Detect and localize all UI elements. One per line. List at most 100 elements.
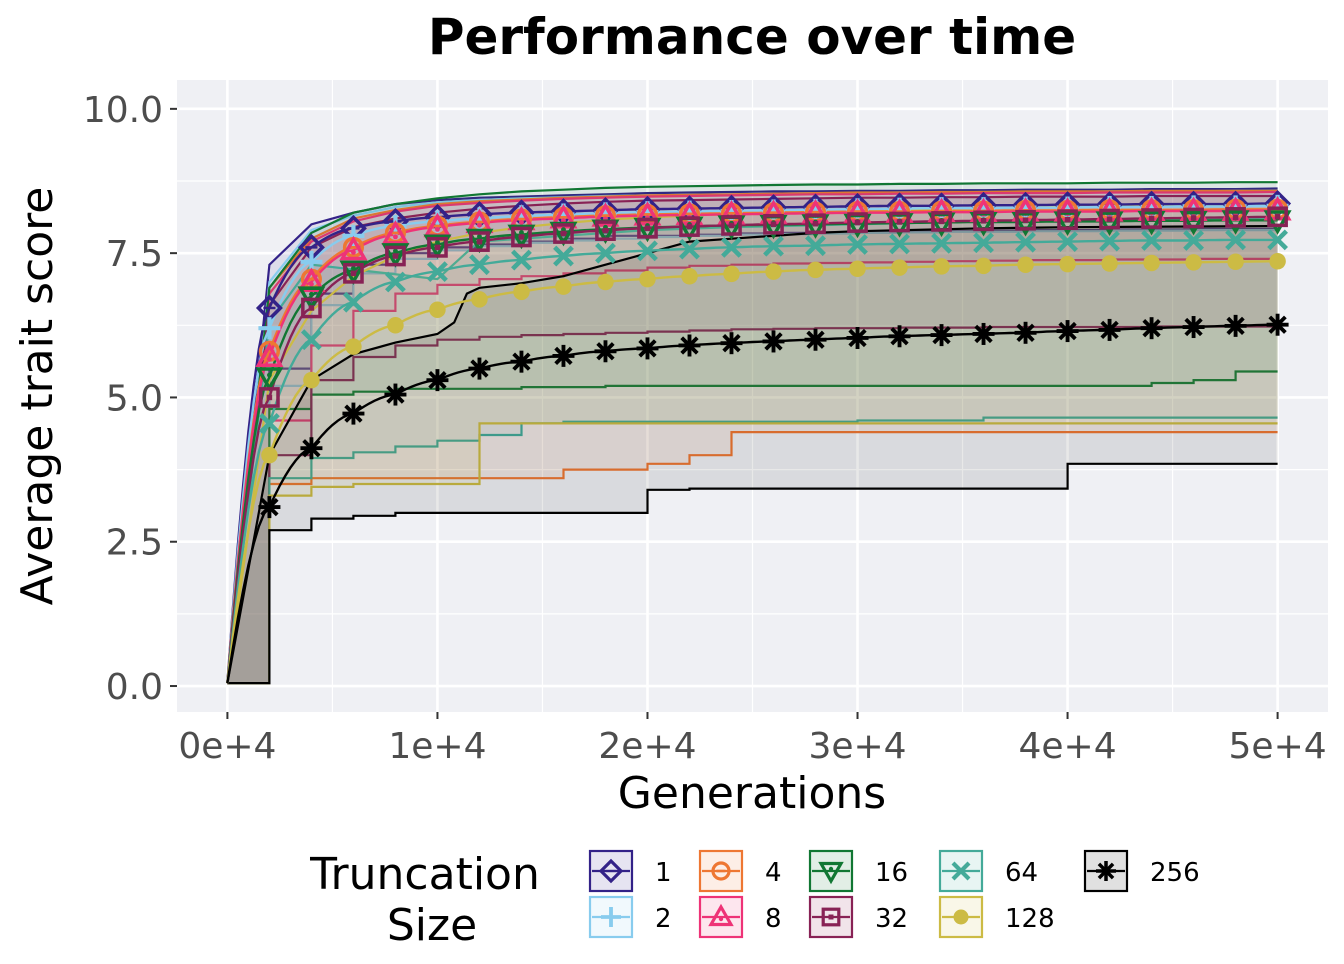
legend-label: 32	[875, 904, 908, 934]
data-point-64	[553, 245, 574, 267]
grid-minor	[177, 80, 1328, 712]
data-point-32	[847, 212, 868, 233]
data-point-256	[552, 344, 575, 367]
legend-item-4: 4	[698, 849, 782, 893]
y-tick-label: 7.5	[106, 234, 163, 275]
legend-key-marker	[1096, 861, 1116, 881]
data-point-8	[297, 267, 326, 293]
data-point-128	[1185, 254, 1202, 271]
data-point-128	[849, 260, 866, 277]
x-tick-label: 3e+4	[808, 726, 906, 767]
data-point-64	[511, 249, 532, 271]
data-point-8	[339, 235, 368, 261]
legend-key-marker	[953, 909, 969, 925]
data-point-128	[1269, 252, 1286, 270]
legend-label: 16	[875, 858, 908, 888]
data-point-256	[1224, 314, 1247, 337]
data-point-256	[888, 325, 911, 348]
legend-label: 8	[765, 904, 782, 934]
x-tick-label: 0e+4	[178, 726, 276, 767]
data-point-64	[931, 232, 952, 254]
data-point-32	[511, 226, 532, 248]
data-point-16	[465, 228, 494, 254]
data-point-128	[1017, 256, 1034, 273]
data-point-32	[553, 223, 574, 244]
legend-key-marker	[708, 903, 734, 927]
legend-keys: 1 2 4 8 16 32 64 128 256	[588, 849, 1200, 939]
data-point-32	[469, 231, 490, 252]
data-point-2	[258, 317, 281, 340]
data-point-64	[595, 242, 616, 264]
data-point-128	[1059, 255, 1076, 273]
data-point-64	[469, 254, 490, 276]
legend-item-2: 2	[588, 895, 672, 939]
data-point-16	[339, 260, 368, 286]
legend-title-line-2: Size	[387, 900, 477, 951]
data-point-256	[384, 383, 407, 406]
data-point-64	[1183, 230, 1204, 251]
legend-key-marker	[711, 861, 731, 881]
confidence-bands	[226, 181, 1278, 685]
data-point-64	[1267, 229, 1289, 251]
data-point-32	[679, 216, 700, 237]
data-point-64	[301, 329, 322, 351]
data-point-64	[258, 412, 280, 434]
data-point-32	[1057, 209, 1078, 231]
band-lower-4	[227, 431, 1278, 685]
data-point-64	[1099, 230, 1120, 252]
data-point-128	[639, 270, 656, 288]
data-point-64	[1225, 229, 1247, 251]
data-point-32	[301, 297, 322, 319]
legend-key-marker	[598, 858, 624, 884]
legend-label: 4	[765, 858, 782, 888]
data-point-64	[1015, 231, 1036, 253]
data-point-8	[381, 220, 410, 245]
legend-key-marker	[951, 861, 971, 881]
data-point-128	[933, 258, 950, 275]
data-point-64	[763, 235, 784, 257]
legend-key-marker	[601, 907, 621, 927]
x-tick-label: 1e+4	[388, 726, 486, 767]
data-point-256	[1056, 320, 1079, 343]
data-point-16	[381, 243, 410, 268]
data-point-128	[429, 301, 446, 318]
data-point-256	[300, 437, 323, 460]
data-point-256	[468, 357, 491, 380]
data-point-32	[385, 245, 406, 267]
y-axis-title: Average trait score	[12, 187, 63, 606]
data-point-128	[345, 338, 362, 355]
data-point-64	[973, 232, 994, 254]
data-point-64	[343, 291, 364, 313]
data-point-64	[679, 238, 700, 260]
data-point-32	[721, 215, 742, 236]
legend-key-marker	[821, 907, 841, 927]
y-tick-label: 0.0	[106, 667, 163, 708]
band-lower-64	[227, 416, 1278, 685]
data-point-256	[258, 496, 281, 519]
data-point-256	[972, 322, 995, 345]
band-upper-16	[226, 181, 1278, 684]
data-point-64	[385, 271, 406, 293]
data-point-64	[721, 236, 742, 258]
data-point-32	[1183, 207, 1204, 229]
data-point-256	[1266, 313, 1289, 336]
data-point-128	[303, 371, 320, 389]
legend-label: 1	[655, 858, 672, 888]
data-point-256	[762, 330, 785, 353]
band-lower-128	[227, 422, 1278, 685]
data-point-32	[595, 220, 616, 241]
data-point-256	[510, 350, 533, 373]
data-point-256	[804, 328, 827, 351]
data-point-256	[1140, 317, 1163, 340]
data-point-16	[255, 367, 284, 392]
data-point-64	[637, 240, 658, 262]
data-point-256	[1182, 316, 1205, 339]
data-point-256	[930, 324, 953, 347]
data-point-256	[426, 369, 449, 392]
legend-item-16: 16	[808, 849, 908, 893]
data-point-32	[1099, 208, 1120, 230]
series-line-64	[226, 238, 1278, 684]
data-point-128	[387, 317, 404, 334]
